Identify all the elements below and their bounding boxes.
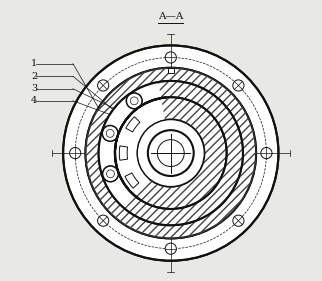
Circle shape bbox=[98, 215, 109, 226]
Text: 2: 2 bbox=[31, 72, 37, 81]
Wedge shape bbox=[125, 173, 139, 188]
Circle shape bbox=[102, 126, 118, 141]
Text: 1: 1 bbox=[31, 59, 37, 68]
Circle shape bbox=[103, 166, 118, 182]
Circle shape bbox=[157, 140, 184, 167]
Wedge shape bbox=[126, 117, 140, 132]
Circle shape bbox=[63, 46, 279, 261]
Circle shape bbox=[233, 215, 244, 226]
Wedge shape bbox=[119, 146, 128, 160]
Circle shape bbox=[261, 148, 272, 159]
Circle shape bbox=[70, 148, 81, 159]
Circle shape bbox=[148, 130, 194, 176]
Wedge shape bbox=[99, 81, 243, 225]
Wedge shape bbox=[86, 68, 256, 238]
Circle shape bbox=[127, 93, 142, 109]
Text: 4: 4 bbox=[31, 96, 37, 105]
Circle shape bbox=[102, 126, 118, 141]
Circle shape bbox=[233, 80, 244, 91]
Wedge shape bbox=[115, 97, 227, 209]
Circle shape bbox=[137, 119, 204, 187]
Circle shape bbox=[127, 93, 142, 109]
Text: 3: 3 bbox=[31, 84, 37, 93]
Circle shape bbox=[86, 68, 256, 238]
Circle shape bbox=[99, 81, 243, 225]
Circle shape bbox=[165, 52, 176, 63]
Circle shape bbox=[103, 166, 118, 182]
Circle shape bbox=[98, 80, 109, 91]
Bar bbox=[168, 68, 174, 73]
Wedge shape bbox=[99, 83, 165, 208]
Circle shape bbox=[165, 243, 176, 254]
Text: A—A: A—A bbox=[158, 12, 184, 21]
